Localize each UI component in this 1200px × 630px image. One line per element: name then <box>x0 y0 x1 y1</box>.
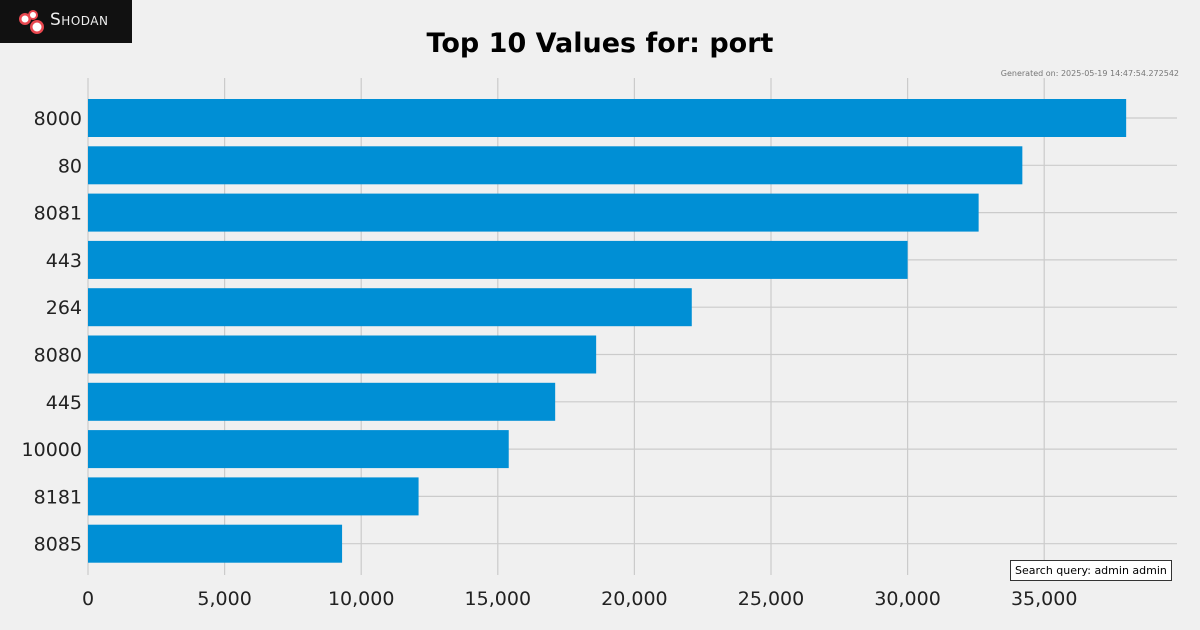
x-tick-label: 25,000 <box>738 588 804 610</box>
x-tick-label: 5,000 <box>197 588 251 610</box>
bar-443 <box>88 240 908 279</box>
bar-445 <box>88 382 556 421</box>
x-tick-label: 15,000 <box>465 588 531 610</box>
bar-264 <box>88 288 692 327</box>
bar-8085 <box>88 524 343 563</box>
chart-title: Top 10 Values for: port <box>426 28 774 59</box>
bar-80 <box>88 146 1023 185</box>
bar-8181 <box>88 477 419 516</box>
y-tick-label: 8081 <box>34 203 82 225</box>
x-tick-label: 20,000 <box>601 588 667 610</box>
bar-8080 <box>88 335 597 374</box>
y-tick-label: 8181 <box>34 486 82 508</box>
shodan-logo[interactable]: Shodan <box>0 0 132 43</box>
bar-10000 <box>88 430 509 469</box>
y-tick-label: 264 <box>46 297 82 319</box>
shodan-logo-icon <box>19 10 44 34</box>
x-tick-label: 0 <box>82 588 94 610</box>
x-tick-label: 30,000 <box>874 588 940 610</box>
y-tick-label: 8080 <box>34 345 82 367</box>
generated-timestamp: Generated on: 2025-05-19 14:47:54.272542 <box>1000 69 1179 78</box>
bar-8081 <box>88 193 979 232</box>
x-tick-label: 10,000 <box>328 588 394 610</box>
search-query-box: Search query: admin admin <box>1010 560 1172 581</box>
y-tick-label: 8000 <box>34 108 82 130</box>
y-tick-label: 10000 <box>22 439 82 461</box>
y-tick-label: 443 <box>46 250 82 272</box>
y-tick-label: 8085 <box>34 534 82 556</box>
y-tick-label: 80 <box>58 155 82 177</box>
y-tick-label: 445 <box>46 392 82 414</box>
bar-8000 <box>88 99 1127 137</box>
brand-name: Shodan <box>50 10 109 30</box>
x-tick-label: 35,000 <box>1011 588 1077 610</box>
